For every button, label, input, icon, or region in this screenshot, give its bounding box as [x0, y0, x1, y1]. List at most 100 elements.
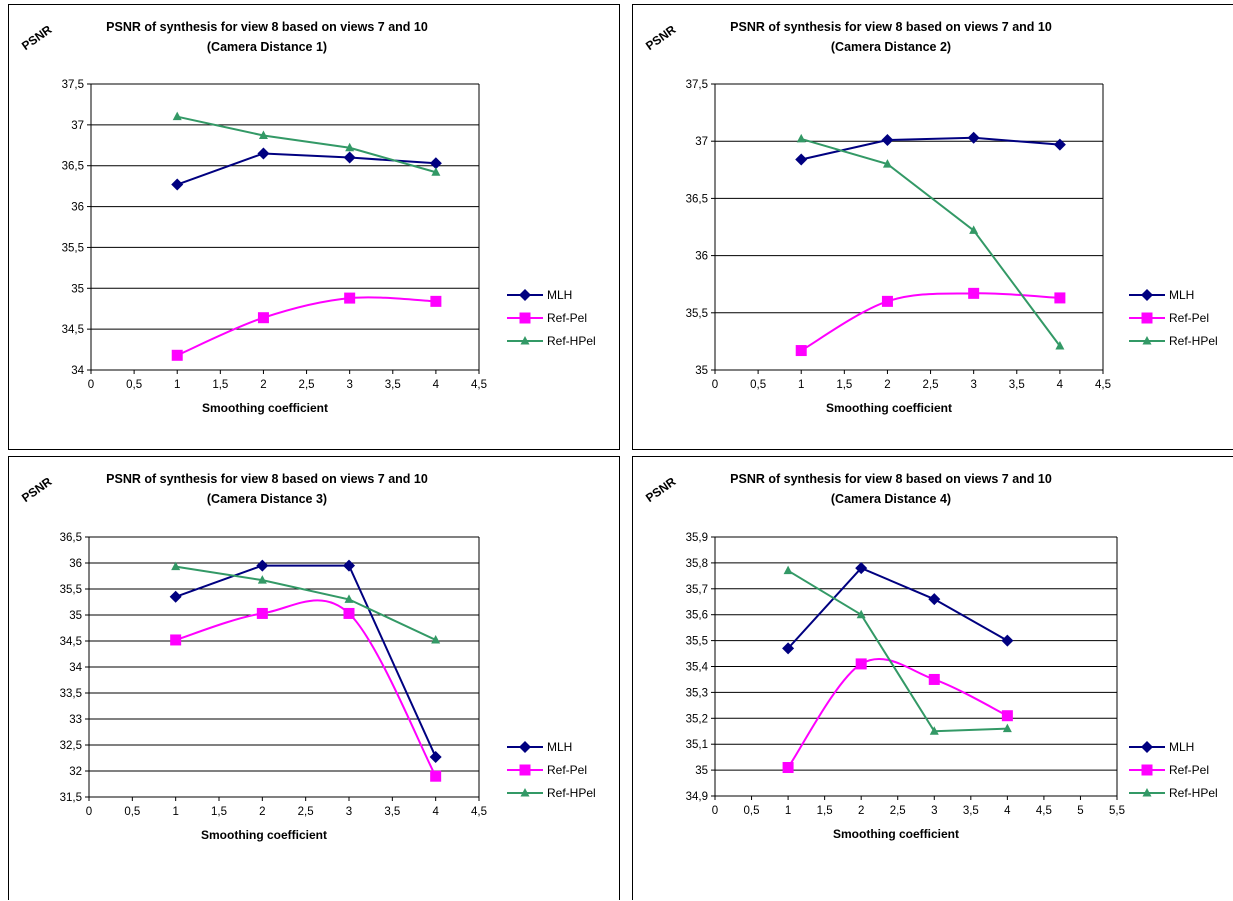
y-tick-label: 32	[69, 766, 82, 778]
data-point-ref-hpel	[796, 133, 806, 143]
x-tick-label: 4	[432, 806, 439, 818]
data-point-ref-hpel	[969, 225, 979, 234]
y-tick-label: 34	[69, 662, 82, 674]
data-point-mlh	[169, 590, 182, 603]
y-tick-label: 35	[71, 283, 84, 295]
data-point-mlh	[928, 593, 941, 606]
legend-marker	[1141, 741, 1153, 753]
x-tick-label: 3,5	[963, 805, 979, 817]
data-point-ref-hpel	[345, 142, 355, 152]
legend-marker	[1141, 289, 1153, 301]
series-line-ref-hpel	[177, 115, 437, 174]
y-tick-label: 36	[71, 202, 84, 214]
y-tick-label: 36	[69, 558, 82, 570]
x-axis-label: Smoothing coefficient	[201, 828, 327, 842]
legend-marker	[1142, 788, 1152, 797]
chart-subtitle: (Camera Distance 1)	[207, 40, 327, 54]
data-point-ref-pel	[344, 292, 356, 304]
series-ref-hpel	[796, 133, 1065, 350]
data-point-ref-pel	[1001, 710, 1013, 722]
x-tick-label: 3	[970, 379, 976, 391]
x-tick-label: 0,5	[750, 379, 766, 391]
legend-label: MLH	[1169, 288, 1194, 302]
x-tick-label: 1,5	[212, 379, 228, 391]
data-point-ref-hpel	[344, 594, 354, 603]
legend-label: MLH	[1169, 740, 1194, 754]
data-point-ref-hpel	[783, 565, 793, 575]
legend-marker	[520, 788, 530, 797]
data-point-ref-pel	[171, 349, 183, 361]
data-point-mlh	[257, 147, 270, 160]
y-tick-label: 36,5	[62, 161, 84, 173]
data-point-ref-hpel	[431, 634, 441, 644]
chart-svg-2: PSNR of synthesis for view 8 based on vi…	[643, 20, 1218, 415]
y-tick-label: 35,2	[686, 713, 708, 725]
x-tick-label: 2	[259, 806, 265, 818]
y-tick-label: 32,5	[60, 740, 82, 752]
x-axis-label: Smoothing coefficient	[826, 401, 952, 415]
series-line-ref-pel	[787, 658, 1008, 769]
chart-panel-3: PSNR of synthesis for view 8 based on vi…	[8, 456, 620, 900]
series-ref-pel	[782, 658, 1013, 774]
chart-svg-1: PSNR of synthesis for view 8 based on vi…	[19, 20, 596, 415]
legend: MLH Ref-Pel Ref-HPel	[1129, 740, 1218, 800]
x-tick-label: 2,5	[923, 379, 939, 391]
x-tick-label: 1,5	[836, 379, 852, 391]
series-line-ref-hpel	[175, 565, 437, 641]
x-tick-label: 1	[174, 379, 180, 391]
legend-marker	[519, 741, 531, 753]
x-tick-label: 3,5	[1009, 379, 1025, 391]
y-tick-label: 37,5	[62, 79, 84, 91]
legend-marker	[519, 312, 531, 324]
series-line-mlh	[175, 564, 437, 758]
series-line-ref-hpel	[800, 137, 1061, 347]
legend: MLH Ref-Pel Ref-HPel	[507, 288, 596, 348]
data-point-mlh	[1001, 634, 1014, 647]
y-tick-label: 37	[71, 120, 84, 132]
legend-marker	[519, 289, 531, 301]
chart-title: PSNR of synthesis for view 8 based on vi…	[730, 20, 1052, 34]
data-point-mlh	[782, 642, 795, 655]
data-point-ref-pel	[256, 607, 268, 619]
y-tick-label: 35,5	[62, 242, 84, 254]
data-point-ref-hpel	[929, 726, 939, 735]
legend: MLH Ref-Pel Ref-HPel	[507, 740, 596, 800]
chart-subtitle: (Camera Distance 4)	[831, 492, 951, 506]
data-point-mlh	[795, 153, 808, 166]
y-tick-label: 35,5	[686, 308, 708, 320]
y-tick-label: 35,5	[686, 636, 708, 648]
series-line-mlh	[176, 152, 436, 186]
chart-subtitle: (Camera Distance 3)	[207, 492, 327, 506]
legend-label: Ref-HPel	[1169, 334, 1218, 348]
series-line-ref-pel	[800, 292, 1060, 352]
x-tick-label: 4,5	[1095, 379, 1111, 391]
y-tick-label: 35	[695, 365, 708, 377]
data-point-ref-hpel	[431, 167, 441, 176]
legend-marker	[1142, 336, 1152, 345]
y-tick-label: 35,9	[686, 532, 708, 544]
legend-label: Ref-Pel	[1169, 311, 1209, 325]
x-tick-label: 1,5	[817, 805, 833, 817]
y-tick-label: 35,6	[686, 610, 708, 622]
y-tick-label: 35	[69, 610, 82, 622]
y-tick-label: 33	[69, 714, 82, 726]
data-point-mlh	[256, 559, 269, 572]
data-point-ref-hpel	[1002, 723, 1012, 733]
data-point-ref-hpel	[172, 111, 182, 121]
data-point-ref-pel	[968, 287, 980, 299]
y-tick-label: 35,3	[686, 687, 708, 699]
y-axis-label: PSNR	[19, 474, 55, 505]
y-axis-label: PSNR	[643, 22, 679, 53]
y-axis-label: PSNR	[19, 22, 55, 53]
x-tick-label: 2,5	[298, 806, 314, 818]
series-ref-hpel	[171, 561, 441, 644]
x-tick-label: 0,5	[126, 379, 142, 391]
x-tick-label: 2,5	[890, 805, 906, 817]
x-tick-label: 1	[785, 805, 791, 817]
data-point-ref-hpel	[1055, 340, 1065, 350]
y-tick-label: 35,8	[686, 558, 708, 570]
chart-panel-2: PSNR of synthesis for view 8 based on vi…	[632, 4, 1233, 450]
legend-label: MLH	[547, 740, 572, 754]
data-point-mlh	[967, 131, 980, 144]
x-tick-label: 5,5	[1109, 805, 1125, 817]
